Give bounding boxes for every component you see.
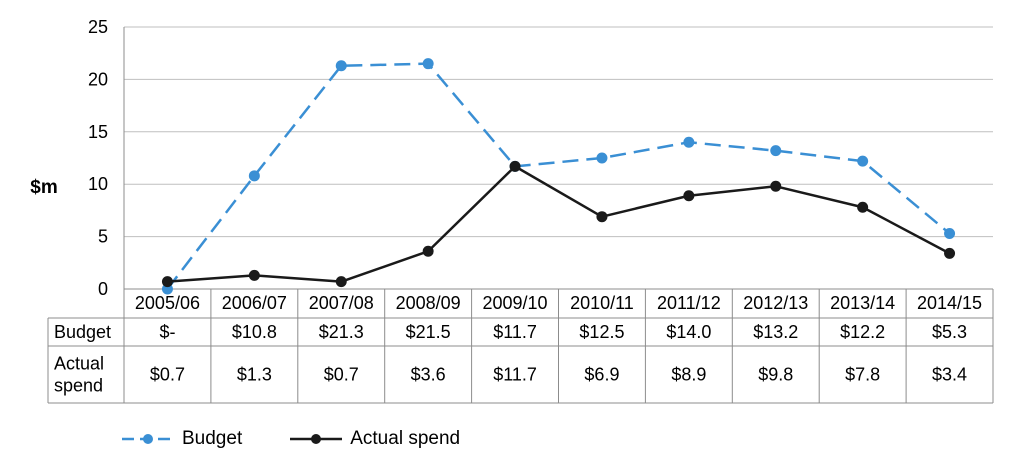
data-table: 2005/06 2006/07 2007/08 2008/09 2009/10 2010/… bbox=[47, 288, 994, 404]
table-cell-actual: $3.4 bbox=[932, 365, 967, 385]
gridlines bbox=[124, 26, 993, 238]
table-cell-budget: $5.3 bbox=[932, 322, 967, 342]
x-tick-label: 2005/06 bbox=[135, 293, 200, 313]
data-point-budget bbox=[857, 155, 869, 167]
table-cell-budget: $10.8 bbox=[232, 322, 277, 342]
series-line-actual bbox=[167, 165, 951, 283]
legend-label-budget: Budget bbox=[182, 428, 243, 449]
data-point-actual bbox=[596, 211, 608, 223]
x-tick-label: 2007/08 bbox=[309, 293, 374, 313]
axes: 0 5 10 15 20 25 bbox=[88, 17, 125, 299]
table-cell-actual: $0.7 bbox=[324, 365, 359, 385]
table-cell-actual: $9.8 bbox=[758, 365, 793, 385]
table-cell-budget: $21.3 bbox=[319, 322, 364, 342]
data-point-actual bbox=[161, 276, 173, 288]
table-row-label-budget: Budget bbox=[54, 322, 111, 342]
table-cell-budget: $- bbox=[159, 322, 175, 342]
legend-swatch-actual bbox=[290, 434, 343, 444]
series-line-budget bbox=[166, 62, 951, 290]
table-cell-actual: $1.3 bbox=[237, 365, 272, 385]
table-cell-budget: $11.7 bbox=[493, 322, 537, 342]
x-tick-label: 2011/12 bbox=[657, 293, 721, 313]
data-point-budget bbox=[683, 136, 695, 148]
y-tick-label: 15 bbox=[88, 122, 108, 142]
y-tick-label: 5 bbox=[98, 227, 108, 247]
table-cell-actual: $7.8 bbox=[845, 365, 880, 385]
x-tick-label: 2010/11 bbox=[570, 293, 634, 313]
legend-swatch-budget bbox=[122, 434, 174, 444]
table-cell-actual: $3.6 bbox=[411, 365, 446, 385]
y-tick-label: 0 bbox=[98, 279, 108, 299]
legend-item-budget: Budget bbox=[120, 428, 242, 450]
data-point-budget bbox=[335, 60, 347, 72]
data-point-budget bbox=[248, 170, 260, 182]
y-axis-label: $m bbox=[30, 177, 57, 198]
data-point-actual bbox=[857, 201, 869, 213]
x-tick-label: 2009/10 bbox=[483, 293, 548, 313]
data-point-budget bbox=[422, 58, 434, 70]
table-cell-actual: $6.9 bbox=[584, 365, 619, 385]
x-tick-label: 2012/13 bbox=[743, 293, 808, 313]
table-cell-budget: $12.2 bbox=[840, 322, 885, 342]
table-cell-budget: $21.5 bbox=[406, 322, 451, 342]
data-point-actual bbox=[770, 180, 782, 192]
data-point-actual bbox=[248, 269, 260, 281]
table-cell-budget: $12.5 bbox=[579, 322, 624, 342]
table-cell-actual: $11.7 bbox=[493, 365, 537, 385]
data-point-actual bbox=[422, 245, 434, 257]
x-tick-label: 2014/15 bbox=[917, 293, 982, 313]
data-point-actual bbox=[944, 247, 956, 259]
data-point-budget bbox=[944, 227, 956, 239]
x-tick-label: 2008/09 bbox=[396, 293, 461, 313]
legend-label-actual: Actual spend bbox=[350, 428, 461, 449]
legend-item-actual: Actual spend bbox=[288, 428, 460, 450]
data-point-budget bbox=[596, 152, 608, 164]
y-tick-label: 10 bbox=[88, 174, 108, 194]
data-point-actual bbox=[683, 190, 695, 202]
data-point-budget bbox=[770, 145, 782, 157]
x-tick-label: 2006/07 bbox=[222, 293, 287, 313]
legend: Budget Actual spend bbox=[120, 428, 460, 450]
y-tick-label: 25 bbox=[88, 17, 108, 37]
table-cell-actual: $0.7 bbox=[150, 365, 185, 385]
y-tick-label: 20 bbox=[88, 69, 108, 89]
series bbox=[161, 58, 956, 295]
table-cell-budget: $13.2 bbox=[753, 322, 798, 342]
data-point-actual bbox=[509, 160, 521, 172]
table-cell-actual: $8.9 bbox=[671, 365, 706, 385]
x-tick-label: 2013/14 bbox=[830, 293, 895, 313]
table-row-label-actual: Actual spend bbox=[54, 354, 104, 396]
data-point-actual bbox=[335, 276, 347, 288]
table-cell-budget: $14.0 bbox=[666, 322, 711, 342]
